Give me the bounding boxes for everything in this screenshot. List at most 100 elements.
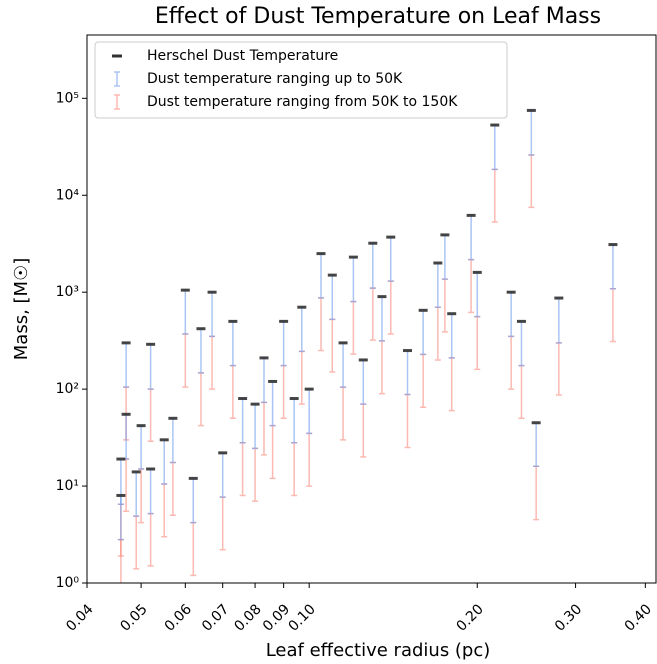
y-tick-label: 10³ (56, 284, 79, 300)
error-bar (533, 421, 540, 468)
error-bar (369, 242, 376, 289)
error-bar (369, 287, 376, 341)
error-bar (378, 340, 385, 395)
error-bar (306, 432, 313, 487)
error-bar (190, 477, 197, 524)
error-bar (491, 168, 498, 223)
error-bar (252, 403, 259, 450)
error-bar (508, 335, 515, 390)
chart-title: Effect of Dust Temperature on Leaf Mass (155, 4, 601, 29)
error-bar (261, 357, 267, 404)
legend-marker (114, 71, 120, 87)
legend-box (94, 41, 508, 119)
error-bar (147, 343, 154, 390)
error-bar (298, 306, 305, 353)
error-bar (123, 342, 130, 388)
error-bar (555, 342, 562, 396)
error-bar (508, 291, 515, 338)
error-bar (190, 521, 197, 577)
error-bar (528, 154, 535, 209)
error-bar (138, 468, 145, 524)
legend-marker (114, 94, 120, 110)
error-bar (197, 327, 204, 374)
error-bar (298, 350, 305, 405)
x-tick-label: 0.40 (622, 601, 655, 634)
error-bar (528, 109, 535, 156)
error-bar (555, 297, 562, 344)
error-bar (441, 234, 448, 280)
error-bar (219, 496, 226, 551)
error-bar (229, 364, 236, 420)
error-bar (147, 468, 154, 515)
error-bar (209, 291, 216, 338)
error-bar (434, 262, 441, 308)
error-bar (441, 278, 448, 333)
error-bar (239, 397, 246, 444)
error-bar (133, 471, 140, 517)
x-tick-label: 0.30 (552, 601, 585, 634)
y-tick-label: 10¹ (56, 478, 79, 494)
error-bar (420, 353, 427, 409)
error-bar (387, 280, 394, 335)
error-bar (468, 258, 475, 314)
error-bar (117, 538, 124, 583)
error-bar (518, 364, 525, 420)
error-bar (147, 388, 154, 442)
error-bar (197, 372, 204, 427)
error-bar (609, 243, 616, 290)
error-bar (340, 342, 347, 388)
error-bar (474, 271, 481, 318)
error-bar (318, 252, 325, 299)
error-bar (291, 397, 298, 444)
error-bar (252, 447, 259, 502)
x-tick-label: 0.09 (260, 601, 293, 634)
error-bar (169, 417, 176, 464)
error-bar (306, 388, 313, 435)
y-tick-label: 10⁰ (56, 575, 80, 591)
error-bar (291, 441, 298, 497)
y-axis-label: Mass, [M☉] (11, 258, 32, 360)
error-bar (182, 289, 189, 335)
error-bar (404, 349, 411, 396)
error-bar (360, 403, 367, 458)
error-bar (219, 452, 226, 498)
error-bar (340, 386, 347, 441)
error-bar (169, 461, 176, 516)
error-bar (239, 441, 246, 497)
error-bar (329, 318, 336, 373)
error-bar (533, 465, 540, 521)
error-bar (123, 413, 130, 460)
error-bar (518, 320, 525, 367)
legend-label: Dust temperature ranging up to 50K (147, 71, 403, 87)
error-bar (133, 515, 140, 570)
plot-frame (86, 34, 657, 584)
x-tick-label: 0.10 (285, 601, 318, 634)
error-bar (229, 320, 236, 367)
error-bar (350, 256, 357, 303)
error-bar (491, 124, 498, 171)
error-bar (280, 364, 287, 420)
error-bar (404, 393, 411, 449)
error-bar (420, 309, 427, 356)
y-tick-label: 10⁴ (56, 187, 80, 203)
error-bar (138, 424, 145, 470)
x-tick-label: 0.05 (117, 601, 150, 634)
error-bar (161, 483, 168, 538)
error-bar (123, 458, 130, 512)
error-bar (209, 335, 216, 390)
y-tick-label: 10⁵ (56, 90, 79, 106)
error-bar (468, 214, 475, 261)
error-bar (261, 401, 267, 456)
error-bar (387, 236, 394, 282)
legend-label: Herschel Dust Temperature (147, 48, 338, 64)
plot-area (116, 108, 618, 583)
error-bar (182, 333, 189, 388)
error-bar (474, 315, 481, 371)
x-axis-label: Leaf effective radius (pc) (266, 640, 491, 661)
error-bar (117, 494, 124, 541)
error-bar (318, 297, 325, 352)
error-bar (147, 512, 154, 567)
error-bar (434, 306, 441, 361)
error-bar (350, 300, 357, 355)
